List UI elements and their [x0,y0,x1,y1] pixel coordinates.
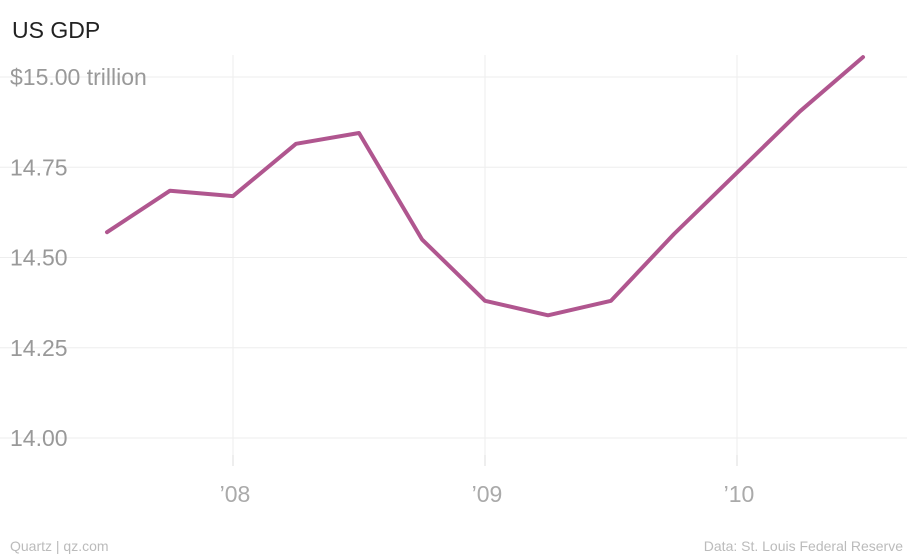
x-axis-ticks: ’08 ’09 ’10 [220,455,755,507]
y-tick-label-top: $15.00 trillion [10,64,147,90]
x-tick-label: ’10 [724,481,755,507]
y-tick-label: 14.75 [10,154,68,180]
y-tick-label: 14.25 [10,335,68,361]
y-tick-label: 14.50 [10,245,68,271]
chart-title: US GDP [12,17,100,43]
series-line [105,55,865,318]
y-axis-ticks: $15.00 trillion 14.75 14.50 14.25 14.00 [10,64,147,451]
x-tick-label: ’08 [220,481,251,507]
grid-lines [0,55,907,455]
y-tick-label: 14.00 [10,425,68,451]
x-tick-label: ’09 [472,481,503,507]
source-credit: Quartz | qz.com [10,538,109,554]
data-source: Data: St. Louis Federal Reserve [704,538,903,554]
series-layer [105,55,865,318]
